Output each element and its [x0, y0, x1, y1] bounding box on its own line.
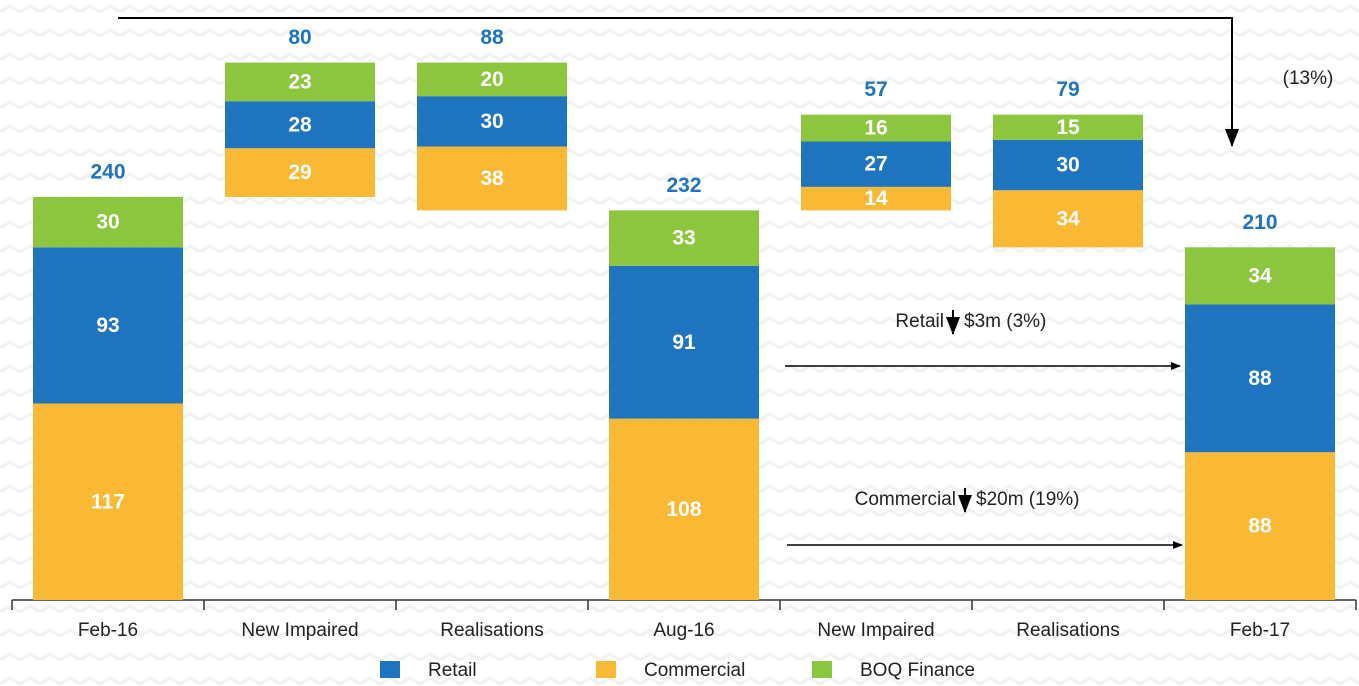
- total-label: 80: [288, 26, 311, 49]
- segment-label: 16: [864, 117, 887, 140]
- bar-segment: [225, 101, 375, 149]
- segment-label: 14: [864, 187, 888, 210]
- x-tick-label: Feb-16: [78, 620, 138, 641]
- legend-label: Commercial: [644, 660, 745, 681]
- x-tick-label: Feb-17: [1230, 620, 1290, 641]
- bar-segment: [33, 196, 183, 248]
- bar-segment: [225, 62, 375, 102]
- bar-segment: [801, 186, 951, 211]
- bar-segment: [33, 247, 183, 404]
- bar-segment: [1185, 247, 1335, 305]
- x-tick-label: Realisations: [1016, 620, 1120, 641]
- segment-label: 27: [864, 153, 887, 176]
- x-tick-label: Realisations: [440, 620, 544, 641]
- bar-segment: [993, 114, 1143, 140]
- total-label: 232: [666, 174, 701, 197]
- total-label: 88: [480, 26, 504, 49]
- total-label: 79: [1056, 78, 1079, 101]
- bar-segment: [801, 114, 951, 142]
- bar-segment: [1185, 304, 1335, 453]
- segment-label: 38: [480, 167, 504, 190]
- annotation: Retail: [895, 311, 944, 332]
- segment-label: 20: [480, 68, 503, 91]
- segment-label: 34: [1248, 264, 1272, 287]
- segment-label: 108: [666, 498, 701, 521]
- legend-swatch: [380, 661, 400, 678]
- bar-segment: [609, 418, 759, 600]
- segment-label: 28: [288, 113, 312, 136]
- bar-segment: [1185, 452, 1335, 600]
- bar-segment: [225, 148, 375, 197]
- segment-label: 29: [288, 161, 311, 184]
- x-tick-label: New Impaired: [241, 620, 358, 641]
- bar-segment: [993, 190, 1143, 248]
- legend-swatch: [596, 661, 616, 678]
- legend-swatch: [812, 661, 832, 678]
- annotation: (13%): [1283, 68, 1334, 89]
- bar-segment: [609, 210, 759, 266]
- segment-label: 88: [1248, 367, 1272, 390]
- legend-label: BOQ Finance: [860, 660, 975, 681]
- connector-arrow: [118, 17, 1239, 147]
- segment-label: 23: [288, 70, 311, 93]
- bar-segment: [993, 139, 1143, 191]
- bar-segment: [801, 141, 951, 187]
- segment-label: 88: [1248, 515, 1272, 538]
- segment-label: 15: [1056, 116, 1080, 139]
- segment-label: 33: [672, 227, 695, 250]
- segment-label: 117: [91, 490, 125, 513]
- annotation: $3m (3%): [964, 311, 1046, 332]
- segment-label: 34: [1056, 207, 1080, 230]
- bar-segment: [33, 403, 183, 600]
- bar-segment: [417, 146, 567, 211]
- annotation: $20m (19%): [976, 489, 1080, 510]
- segment-label: 30: [1056, 154, 1079, 177]
- x-tick-label: New Impaired: [817, 620, 934, 641]
- total-label: 240: [90, 160, 125, 183]
- bar-segment: [417, 96, 567, 147]
- bar-segment: [417, 62, 567, 97]
- total-label: 57: [864, 78, 887, 101]
- segment-label: 93: [96, 314, 119, 337]
- total-label: 210: [1242, 211, 1277, 234]
- bar-segment: [609, 265, 759, 419]
- segment-label: 30: [480, 110, 503, 133]
- annotation: Commercial: [855, 489, 956, 510]
- x-tick-label: Aug-16: [653, 620, 714, 641]
- segment-label: 91: [672, 331, 696, 354]
- segment-label: 30: [96, 211, 119, 234]
- legend-label: Retail: [428, 660, 477, 681]
